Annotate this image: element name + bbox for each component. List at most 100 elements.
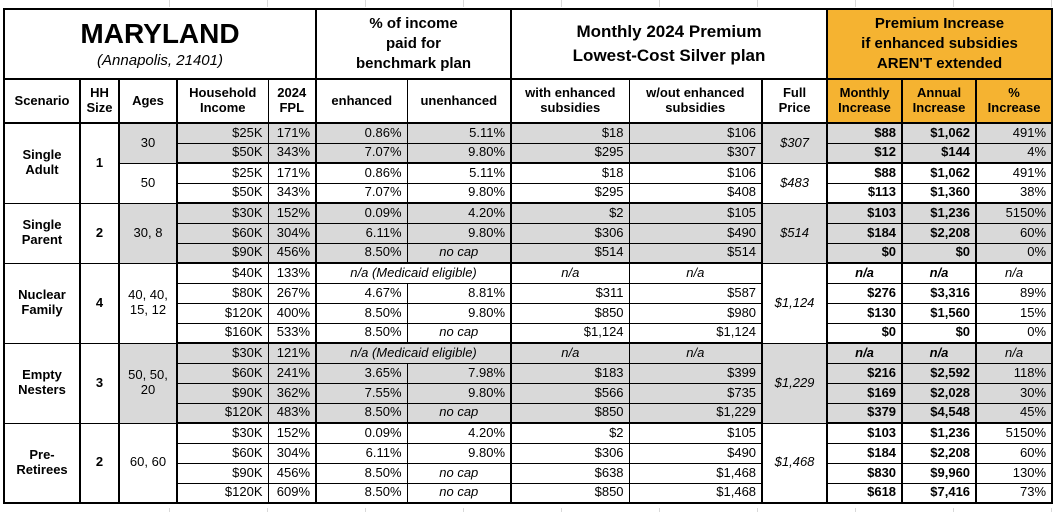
cell-enhanced-pct: 3.65%	[315, 362, 408, 384]
cell-annual-increase: $2,208	[901, 222, 978, 244]
cell-enhanced-pct: 6.11%	[315, 222, 408, 244]
cell-scenario: Single Parent	[3, 202, 81, 264]
cell-scenario: Single Adult	[3, 122, 81, 204]
cell-annual-increase: $7,416	[901, 482, 978, 504]
cell-full-price: $307	[761, 122, 829, 164]
spreadsheet-gridlines-bottom	[0, 508, 1054, 512]
table-title-cell: MARYLAND (Annapolis, 21401)	[3, 8, 318, 80]
table-row: Pre- Retirees 2 60, 60 $30K 152% 0.09% 4…	[3, 422, 1053, 504]
cell-pct-increase: 30%	[975, 382, 1053, 404]
cell-premium-without: $514	[628, 242, 764, 264]
cell-premium-without: $307	[628, 142, 764, 164]
cell-monthly-increase: $0	[826, 242, 904, 264]
cell-premium-without: $1,468	[628, 462, 764, 484]
premium-comparison-table: MARYLAND (Annapolis, 21401) % of income …	[3, 8, 1054, 504]
cell-income: $60K	[176, 362, 269, 384]
benchmark-group-header: % of income paid for benchmark plan	[315, 8, 513, 80]
spreadsheet-gridlines-top	[0, 0, 1054, 7]
premium-group-header: Monthly 2024 Premium Lowest-Cost Silver …	[510, 8, 829, 80]
cell-unenhanced-pct: 9.80%	[406, 442, 513, 464]
cell-monthly-increase: $12	[826, 142, 904, 164]
table-row: $90K 362% 7.55% 9.80% $566 $735 $169 $2,…	[4, 382, 1053, 404]
cell-unenhanced-pct: 4.20%	[406, 422, 513, 444]
table-row: $120K 483% 8.50% no cap $850 $1,229 $379…	[4, 402, 1053, 424]
cell-full-price: $514	[761, 202, 829, 264]
col-header-unenhanced: unenhanced	[406, 78, 513, 124]
cell-unenhanced-pct: 7.98%	[406, 362, 513, 384]
cell-scenario: Empty Nesters	[3, 342, 81, 424]
cell-annual-increase: $4,548	[901, 402, 978, 424]
cell-fpl: 267%	[267, 282, 318, 304]
table-row: MARYLAND (Annapolis, 21401) % of income …	[3, 8, 1053, 80]
cell-annual-increase: $9,960	[901, 462, 978, 484]
cell-premium-without: $490	[628, 442, 764, 464]
cell-premium-with: $311	[510, 282, 630, 304]
cell-scenario: Nuclear Family	[3, 262, 81, 344]
cell-unenhanced-pct: 9.80%	[406, 142, 513, 164]
table-row: $60K 241% 3.65% 7.98% $183 $399 $216 $2,…	[4, 362, 1053, 384]
cell-unenhanced-pct: 4.20%	[406, 202, 513, 224]
cell-pct-increase: n/a	[975, 342, 1053, 364]
cell-premium-with: $18	[510, 122, 630, 144]
cell-monthly-increase: $184	[826, 442, 904, 464]
col-header-without-subsidies: w/out enhanced subsidies	[628, 78, 764, 124]
cell-premium-with: $295	[510, 142, 630, 164]
table-row: $90K 456% 8.50% no cap $514 $514 $0 $0 0…	[4, 242, 1053, 264]
cell-pct-increase: 60%	[975, 222, 1053, 244]
cell-unenhanced-pct: no cap	[406, 402, 513, 424]
col-header-enhanced: enhanced	[315, 78, 408, 124]
col-header-monthly-increase: Monthly Increase	[826, 78, 904, 124]
table-row: $60K 304% 6.11% 9.80% $306 $490 $184 $2,…	[4, 442, 1053, 464]
cell-hh-size: 2	[79, 422, 120, 504]
cell-ages: 60, 60	[118, 422, 178, 504]
cell-annual-increase: $1,560	[901, 302, 978, 324]
cell-fpl: 171%	[267, 162, 318, 184]
cell-pct-increase: 0%	[975, 242, 1053, 264]
cell-income: $90K	[176, 462, 269, 484]
col-header-pct-increase: % Increase	[975, 78, 1053, 124]
cell-monthly-increase: $618	[826, 482, 904, 504]
increase-group-header: Premium Increase if enhanced subsidies A…	[826, 8, 1053, 80]
cell-premium-without: n/a	[628, 342, 764, 364]
cell-annual-increase: $144	[901, 142, 978, 164]
cell-hh-size: 3	[79, 342, 120, 424]
cell-premium-with: $2	[510, 202, 630, 224]
cell-premium-with: $566	[510, 382, 630, 404]
cell-unenhanced-pct: 9.80%	[406, 382, 513, 404]
cell-ages: 30	[118, 122, 178, 164]
col-header-scenario: Scenario	[3, 78, 81, 124]
table-row: $90K 456% 8.50% no cap $638 $1,468 $830 …	[4, 462, 1053, 484]
cell-premium-with: $295	[510, 182, 630, 204]
table-row: $120K 609% 8.50% no cap $850 $1,468 $618…	[4, 482, 1053, 504]
cell-enhanced-pct: 0.09%	[315, 202, 408, 224]
cell-pct-increase: 73%	[975, 482, 1053, 504]
col-header-with-subsidies: with enhanced subsidies	[510, 78, 630, 124]
cell-fpl: 304%	[267, 222, 318, 244]
cell-premium-without: $1,468	[628, 482, 764, 504]
table-row: $60K 304% 6.11% 9.80% $306 $490 $184 $2,…	[4, 222, 1053, 244]
cell-annual-increase: $1,062	[901, 122, 978, 144]
cell-ages: 40, 40, 15, 12	[118, 262, 178, 344]
cell-full-price: $1,124	[761, 262, 829, 344]
cell-hh-size: 4	[79, 262, 120, 344]
cell-unenhanced-pct: 5.11%	[406, 122, 513, 144]
cell-premium-with: n/a	[510, 262, 630, 284]
cell-enhanced-pct: 8.50%	[315, 482, 408, 504]
cell-income: $120K	[176, 402, 269, 424]
cell-pct-increase: 5150%	[975, 422, 1053, 444]
table-row: $50K 343% 7.07% 9.80% $295 $307 $12 $144…	[4, 142, 1053, 164]
cell-premium-without: $105	[628, 422, 764, 444]
col-header-hh-size: HH Size	[79, 78, 120, 124]
cell-premium-with: $18	[510, 162, 630, 184]
cell-fpl: 400%	[267, 302, 318, 324]
cell-ages: 50	[118, 162, 178, 204]
cell-unenhanced-pct: no cap	[406, 462, 513, 484]
cell-pct-increase: 4%	[975, 142, 1053, 164]
cell-unenhanced-pct: 9.80%	[406, 222, 513, 244]
cell-fpl: 533%	[267, 322, 318, 344]
cell-monthly-increase: $379	[826, 402, 904, 424]
cell-income: $90K	[176, 242, 269, 264]
cell-annual-increase: $1,236	[901, 422, 978, 444]
table-row: $160K 533% 8.50% no cap $1,124 $1,124 $0…	[4, 322, 1053, 344]
cell-unenhanced-pct: no cap	[406, 242, 513, 264]
